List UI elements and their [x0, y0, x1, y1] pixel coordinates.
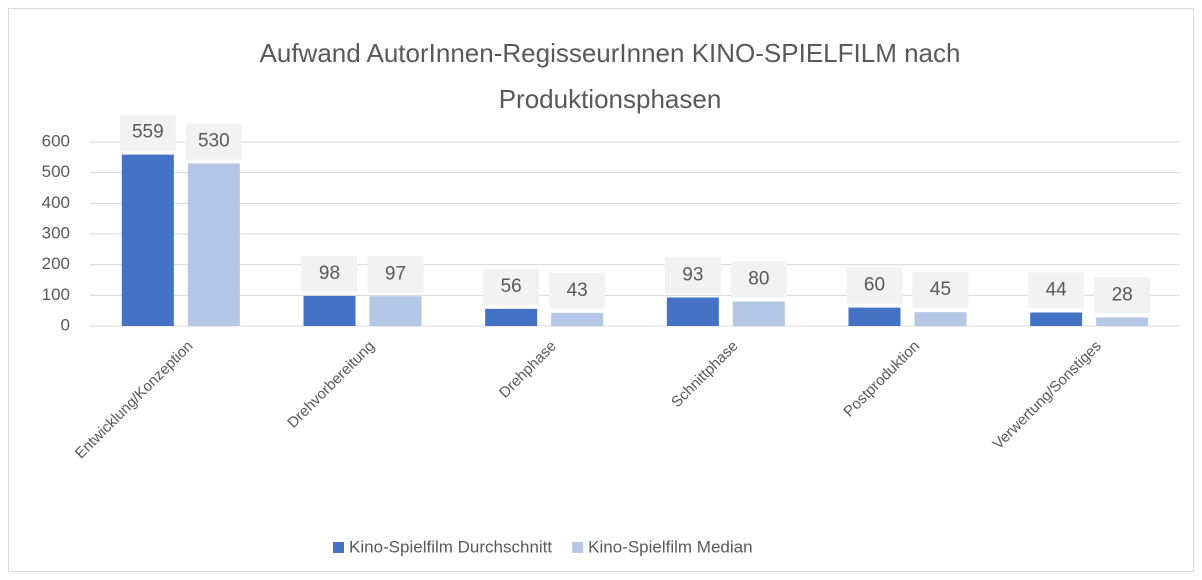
bar — [551, 312, 604, 326]
bar — [1030, 312, 1083, 326]
data-label: 530 — [198, 130, 230, 151]
y-tick-label: 500 — [42, 162, 70, 181]
data-label-box — [730, 261, 787, 298]
bar — [1096, 317, 1149, 326]
data-label: 56 — [501, 276, 522, 297]
bar — [914, 312, 967, 326]
y-tick-label: 300 — [42, 223, 70, 242]
data-label-box — [664, 257, 721, 294]
data-label-box — [1028, 272, 1085, 309]
data-label-box — [301, 255, 358, 292]
data-label: 97 — [385, 263, 406, 284]
y-tick-label: 400 — [42, 193, 70, 212]
data-label-box — [185, 123, 242, 160]
bar — [369, 296, 422, 326]
y-tick-label: 200 — [42, 254, 70, 273]
bar — [848, 307, 901, 326]
data-label-box — [912, 272, 969, 309]
data-label-box — [549, 272, 606, 309]
data-label: 28 — [1112, 284, 1133, 305]
y-tick-label: 100 — [42, 285, 70, 304]
data-label: 43 — [567, 280, 588, 301]
data-label-box — [846, 267, 903, 304]
y-tick-label: 0 — [61, 315, 70, 334]
data-label: 44 — [1046, 280, 1068, 301]
legend-label: Kino-Spielfilm Durchschnitt — [349, 537, 552, 556]
bar — [121, 154, 174, 326]
bar — [732, 301, 785, 326]
legend-swatch — [572, 542, 584, 553]
bar — [187, 163, 240, 326]
data-label: 80 — [748, 268, 769, 289]
data-label: 98 — [319, 263, 340, 284]
data-label-box — [119, 114, 176, 151]
legend-swatch — [333, 542, 344, 553]
data-label-box — [367, 256, 424, 293]
data-label-box — [1094, 277, 1151, 314]
data-label: 559 — [132, 122, 164, 143]
chart-title: Aufwand AutorInnen-RegisseurInnen KINO-S… — [259, 38, 961, 114]
legend-label: Kino-Spielfilm Median — [588, 537, 752, 556]
data-label: 60 — [864, 275, 885, 296]
data-label: 93 — [682, 264, 703, 285]
data-label-box — [483, 268, 540, 305]
bar — [303, 295, 356, 326]
bar — [666, 297, 719, 326]
y-tick-label: 600 — [42, 131, 70, 150]
bar — [485, 308, 538, 326]
data-label: 45 — [930, 279, 951, 300]
